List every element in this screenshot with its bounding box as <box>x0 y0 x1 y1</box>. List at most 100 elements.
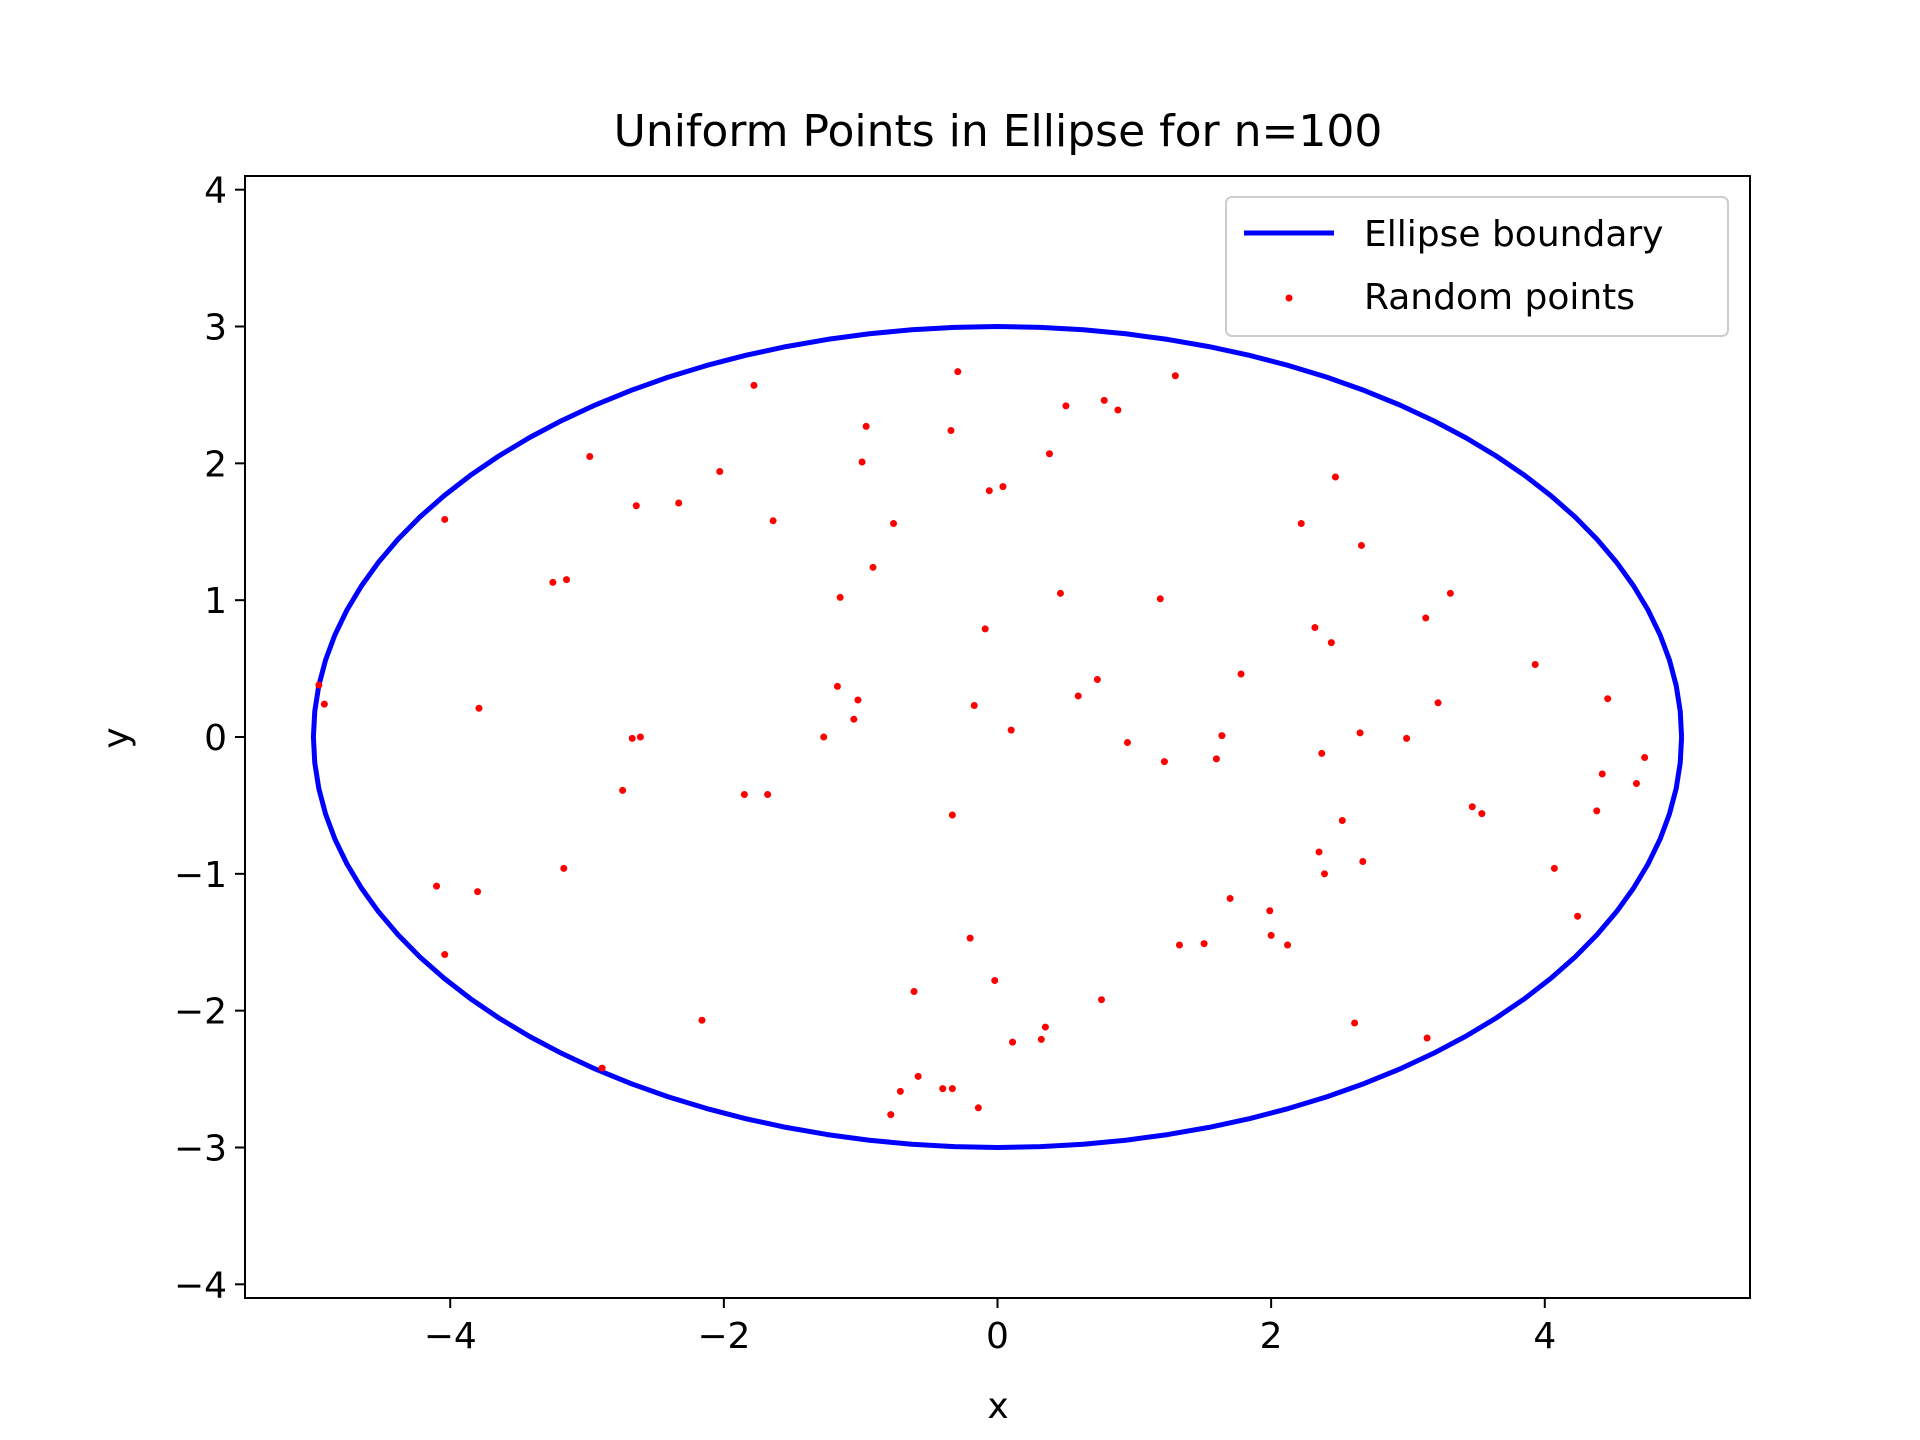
random-point <box>896 1087 904 1095</box>
legend-label-ellipse-boundary: Ellipse boundary <box>1364 214 1663 255</box>
random-point <box>985 487 993 495</box>
random-point <box>1331 473 1339 481</box>
random-point <box>1321 870 1328 878</box>
random-point <box>1574 912 1582 920</box>
random-point <box>833 682 841 690</box>
random-point <box>586 453 594 460</box>
x-tick-label: −4 <box>424 1316 477 1357</box>
random-point <box>1056 589 1064 597</box>
random-point <box>1097 996 1105 1004</box>
random-point <box>636 733 644 741</box>
random-point <box>1356 729 1364 737</box>
y-tick-label: 4 <box>204 171 227 212</box>
random-point <box>1175 941 1183 949</box>
random-point <box>1037 1035 1045 1043</box>
random-point <box>1045 450 1053 458</box>
random-point <box>1351 1019 1359 1027</box>
random-point <box>939 1085 947 1093</box>
random-point <box>1074 692 1082 700</box>
random-point <box>1212 755 1220 763</box>
random-point <box>1593 807 1601 815</box>
random-point <box>433 882 441 890</box>
random-point <box>1100 396 1108 404</box>
random-point <box>764 790 772 798</box>
random-point <box>1641 754 1649 762</box>
random-point <box>954 368 962 376</box>
random-point <box>1237 670 1245 678</box>
random-point <box>320 700 328 708</box>
random-point <box>1226 894 1234 902</box>
random-point <box>1009 1038 1017 1046</box>
random-point <box>560 864 568 872</box>
random-point <box>1218 732 1226 740</box>
random-point <box>769 517 777 525</box>
random-point <box>1357 541 1365 549</box>
random-point <box>474 888 482 896</box>
random-point <box>549 578 557 586</box>
random-point <box>740 790 748 798</box>
random-point <box>948 811 956 819</box>
random-point <box>563 576 571 584</box>
random-point <box>970 702 978 710</box>
y-tick-label: 0 <box>204 718 227 759</box>
data-marks <box>310 324 1685 1150</box>
legend: Ellipse boundary Random points <box>1225 196 1729 337</box>
random-point <box>948 1085 956 1093</box>
random-point <box>850 715 858 723</box>
random-point <box>1156 595 1164 603</box>
ellipse-boundary-line <box>310 324 1685 1150</box>
random-point <box>1478 810 1486 818</box>
x-axis: −4 −2 0 2 4 <box>424 1298 1556 1357</box>
random-point <box>628 734 636 742</box>
random-point <box>869 563 877 571</box>
y-axis-label: y <box>96 727 137 748</box>
y-tick-label: −4 <box>174 1265 227 1306</box>
random-point <box>1297 520 1305 528</box>
x-tick-label: 0 <box>986 1316 1009 1357</box>
random-point <box>914 1072 922 1080</box>
y-tick-label: −3 <box>174 1128 227 1169</box>
random-point <box>1403 734 1411 742</box>
random-point <box>1446 589 1454 597</box>
random-point <box>1338 816 1346 824</box>
random-point <box>1359 858 1367 866</box>
random-point <box>1267 931 1275 939</box>
random-point <box>1315 848 1323 856</box>
random-point <box>441 951 449 959</box>
x-tick-label: 2 <box>1260 1316 1283 1357</box>
random-point <box>675 499 683 507</box>
x-tick-label: −2 <box>697 1316 750 1357</box>
random-point <box>1311 624 1319 632</box>
random-point <box>862 422 870 430</box>
random-point <box>1266 907 1274 915</box>
y-tick-label: 1 <box>204 581 227 622</box>
random-point <box>1632 780 1640 788</box>
random-point <box>1114 406 1122 414</box>
random-point <box>1327 639 1335 647</box>
random-point <box>750 381 758 389</box>
random-point <box>1123 738 1131 746</box>
random-point <box>820 733 828 741</box>
random-point <box>1318 749 1326 757</box>
random-point <box>836 593 844 601</box>
random-point <box>619 786 627 794</box>
random-point <box>698 1016 706 1024</box>
random-point <box>1200 940 1208 948</box>
random-point <box>887 1111 895 1119</box>
legend-box <box>1225 196 1729 337</box>
random-point <box>632 502 640 510</box>
x-axis-label: x <box>987 1386 1008 1427</box>
random-point <box>910 988 918 995</box>
random-point <box>999 483 1007 491</box>
random-point <box>315 681 323 689</box>
random-point <box>1598 770 1606 778</box>
random-point <box>981 625 989 633</box>
random-point <box>966 934 974 942</box>
random-point <box>1434 699 1442 707</box>
y-tick-label: −1 <box>174 855 227 896</box>
random-point <box>1041 1023 1049 1031</box>
y-axis: −4 −3 −2 −1 0 1 2 3 4 <box>174 171 245 1306</box>
random-point <box>1468 803 1476 811</box>
random-point <box>1531 660 1539 668</box>
